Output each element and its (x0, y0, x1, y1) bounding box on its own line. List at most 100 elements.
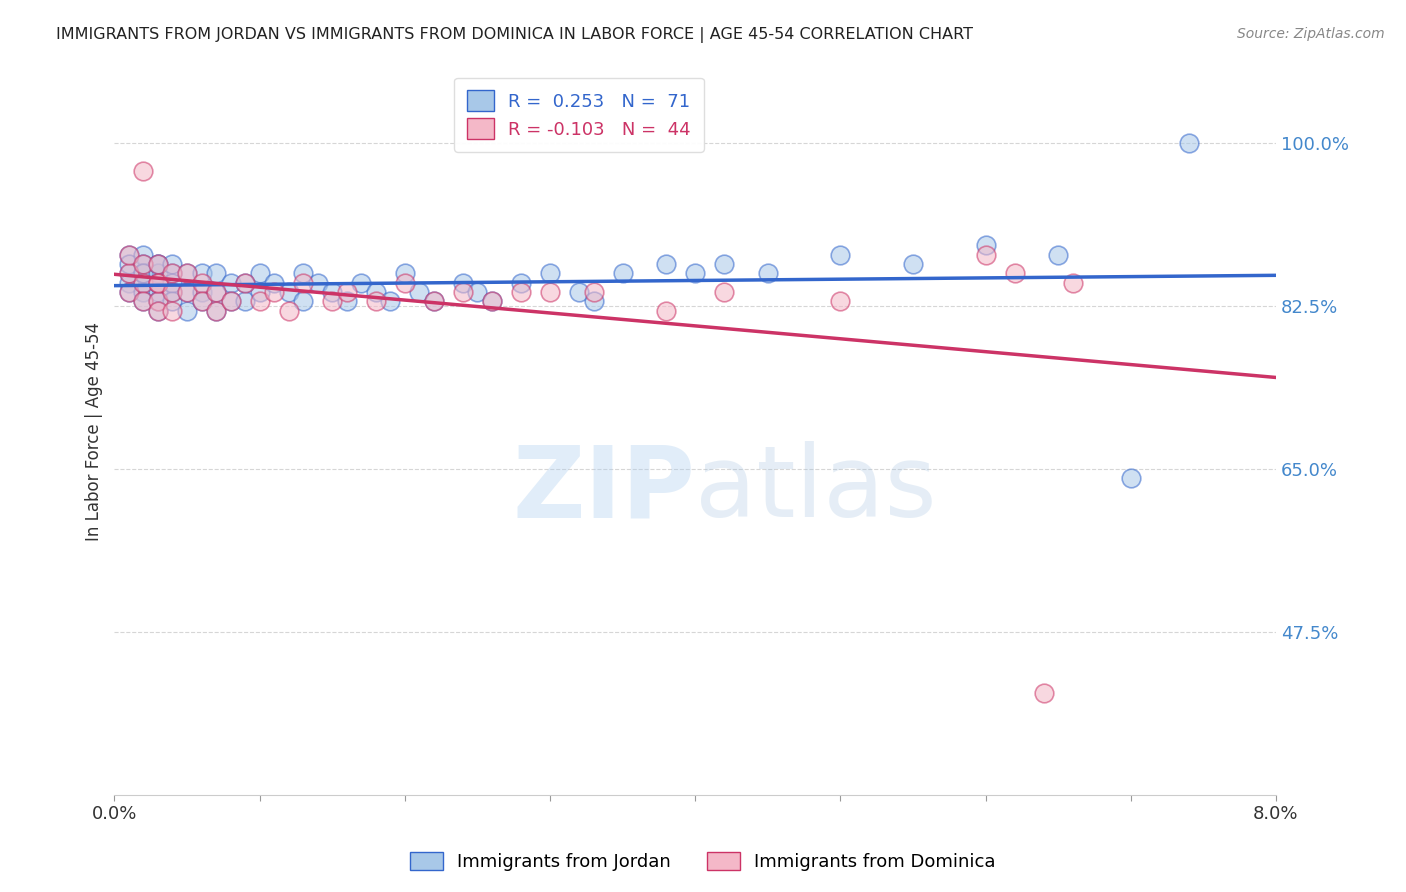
Point (162, 257, 184, 271)
Point (190, 285, 212, 299)
Point (146, 294, 169, 309)
Point (683, 267, 706, 281)
Point (146, 303, 169, 318)
Point (118, 285, 141, 299)
Point (655, 257, 678, 271)
Point (974, 248, 997, 262)
Point (1178, 136, 1201, 150)
Point (336, 285, 359, 299)
Point (146, 257, 169, 271)
Point (190, 276, 212, 290)
Point (132, 257, 155, 271)
Point (132, 248, 155, 262)
Point (132, 294, 155, 309)
Point (423, 294, 446, 309)
Point (219, 294, 242, 309)
Point (830, 248, 852, 262)
Point (336, 294, 359, 309)
Point (205, 267, 228, 281)
Point (481, 294, 503, 309)
Point (132, 285, 155, 299)
Point (190, 294, 212, 309)
Text: Source: ZipAtlas.com: Source: ZipAtlas.com (1237, 27, 1385, 41)
Point (249, 267, 271, 281)
Point (205, 303, 228, 318)
Point (568, 285, 591, 299)
Point (176, 267, 198, 281)
Point (901, 257, 924, 271)
Point (233, 276, 256, 290)
Point (146, 257, 169, 271)
Point (350, 276, 373, 290)
Point (146, 294, 169, 309)
Point (176, 285, 198, 299)
Point (292, 294, 315, 309)
Point (408, 285, 430, 299)
Text: IMMIGRANTS FROM JORDAN VS IMMIGRANTS FROM DOMINICA IN LABOR FORCE | AGE 45-54 CO: IMMIGRANTS FROM JORDAN VS IMMIGRANTS FRO… (56, 27, 973, 43)
Point (582, 285, 605, 299)
Point (292, 276, 315, 290)
Point (162, 267, 184, 281)
Point (132, 267, 155, 281)
Point (146, 276, 169, 290)
Point (132, 276, 155, 290)
Point (118, 276, 141, 290)
Point (146, 303, 169, 318)
Point (380, 294, 402, 309)
Legend: Immigrants from Jordan, Immigrants from Dominica: Immigrants from Jordan, Immigrants from … (404, 845, 1002, 879)
Point (1119, 471, 1142, 485)
Point (205, 285, 228, 299)
Point (277, 303, 299, 318)
Point (538, 285, 561, 299)
Point (510, 276, 533, 290)
Point (451, 276, 474, 290)
Point (263, 276, 285, 290)
Point (233, 294, 256, 309)
Point (146, 276, 169, 290)
Point (132, 267, 155, 281)
Point (481, 294, 503, 309)
Point (394, 267, 416, 281)
Point (162, 267, 184, 281)
Point (612, 267, 634, 281)
Point (146, 276, 169, 290)
Point (277, 285, 299, 299)
Point (1004, 267, 1026, 281)
Point (233, 276, 256, 290)
Point (118, 248, 141, 262)
Point (219, 276, 242, 290)
Point (451, 285, 474, 299)
Point (394, 276, 416, 290)
Point (146, 267, 169, 281)
Point (118, 267, 141, 281)
Text: atlas: atlas (695, 442, 936, 539)
Point (1062, 276, 1084, 290)
Point (219, 294, 242, 309)
Point (713, 285, 735, 299)
Point (162, 285, 184, 299)
Point (118, 257, 141, 271)
Point (974, 238, 997, 252)
Point (146, 257, 169, 271)
Point (205, 285, 228, 299)
Point (205, 303, 228, 318)
Point (190, 267, 212, 281)
Point (1047, 248, 1070, 262)
Point (132, 257, 155, 271)
Point (176, 303, 198, 318)
Point (190, 294, 212, 309)
Point (118, 285, 141, 299)
Point (162, 285, 184, 299)
Point (655, 303, 678, 318)
Point (292, 267, 315, 281)
Point (510, 285, 533, 299)
Point (582, 294, 605, 309)
Point (756, 267, 779, 281)
Legend: R =  0.253   N =  71, R = -0.103   N =  44: R = 0.253 N = 71, R = -0.103 N = 44 (454, 78, 704, 152)
Point (713, 257, 735, 271)
Point (249, 294, 271, 309)
Point (364, 285, 387, 299)
Point (146, 276, 169, 290)
Point (307, 276, 329, 290)
Point (176, 267, 198, 281)
